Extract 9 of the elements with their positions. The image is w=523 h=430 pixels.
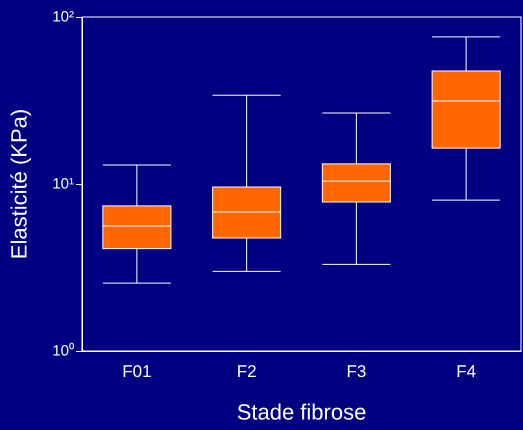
x-axis-title: Stade fibrose <box>236 400 366 424</box>
x-tick-label: F2 <box>236 362 257 381</box>
y-tick-label: 10¹ <box>52 176 74 192</box>
x-tick-label: F4 <box>456 362 476 381</box>
x-tick-label: F01 <box>122 362 152 381</box>
y-tick-label: 10² <box>52 8 74 26</box>
y-axis-title: Elasticité (KPa) <box>6 108 32 260</box>
y-tick-label: 10⁰ <box>52 342 74 360</box>
x-tick-label: F3 <box>346 362 366 381</box>
